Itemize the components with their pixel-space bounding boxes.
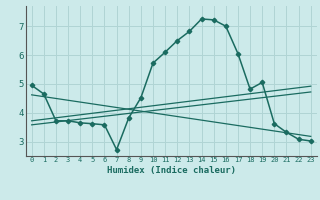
X-axis label: Humidex (Indice chaleur): Humidex (Indice chaleur) — [107, 166, 236, 175]
